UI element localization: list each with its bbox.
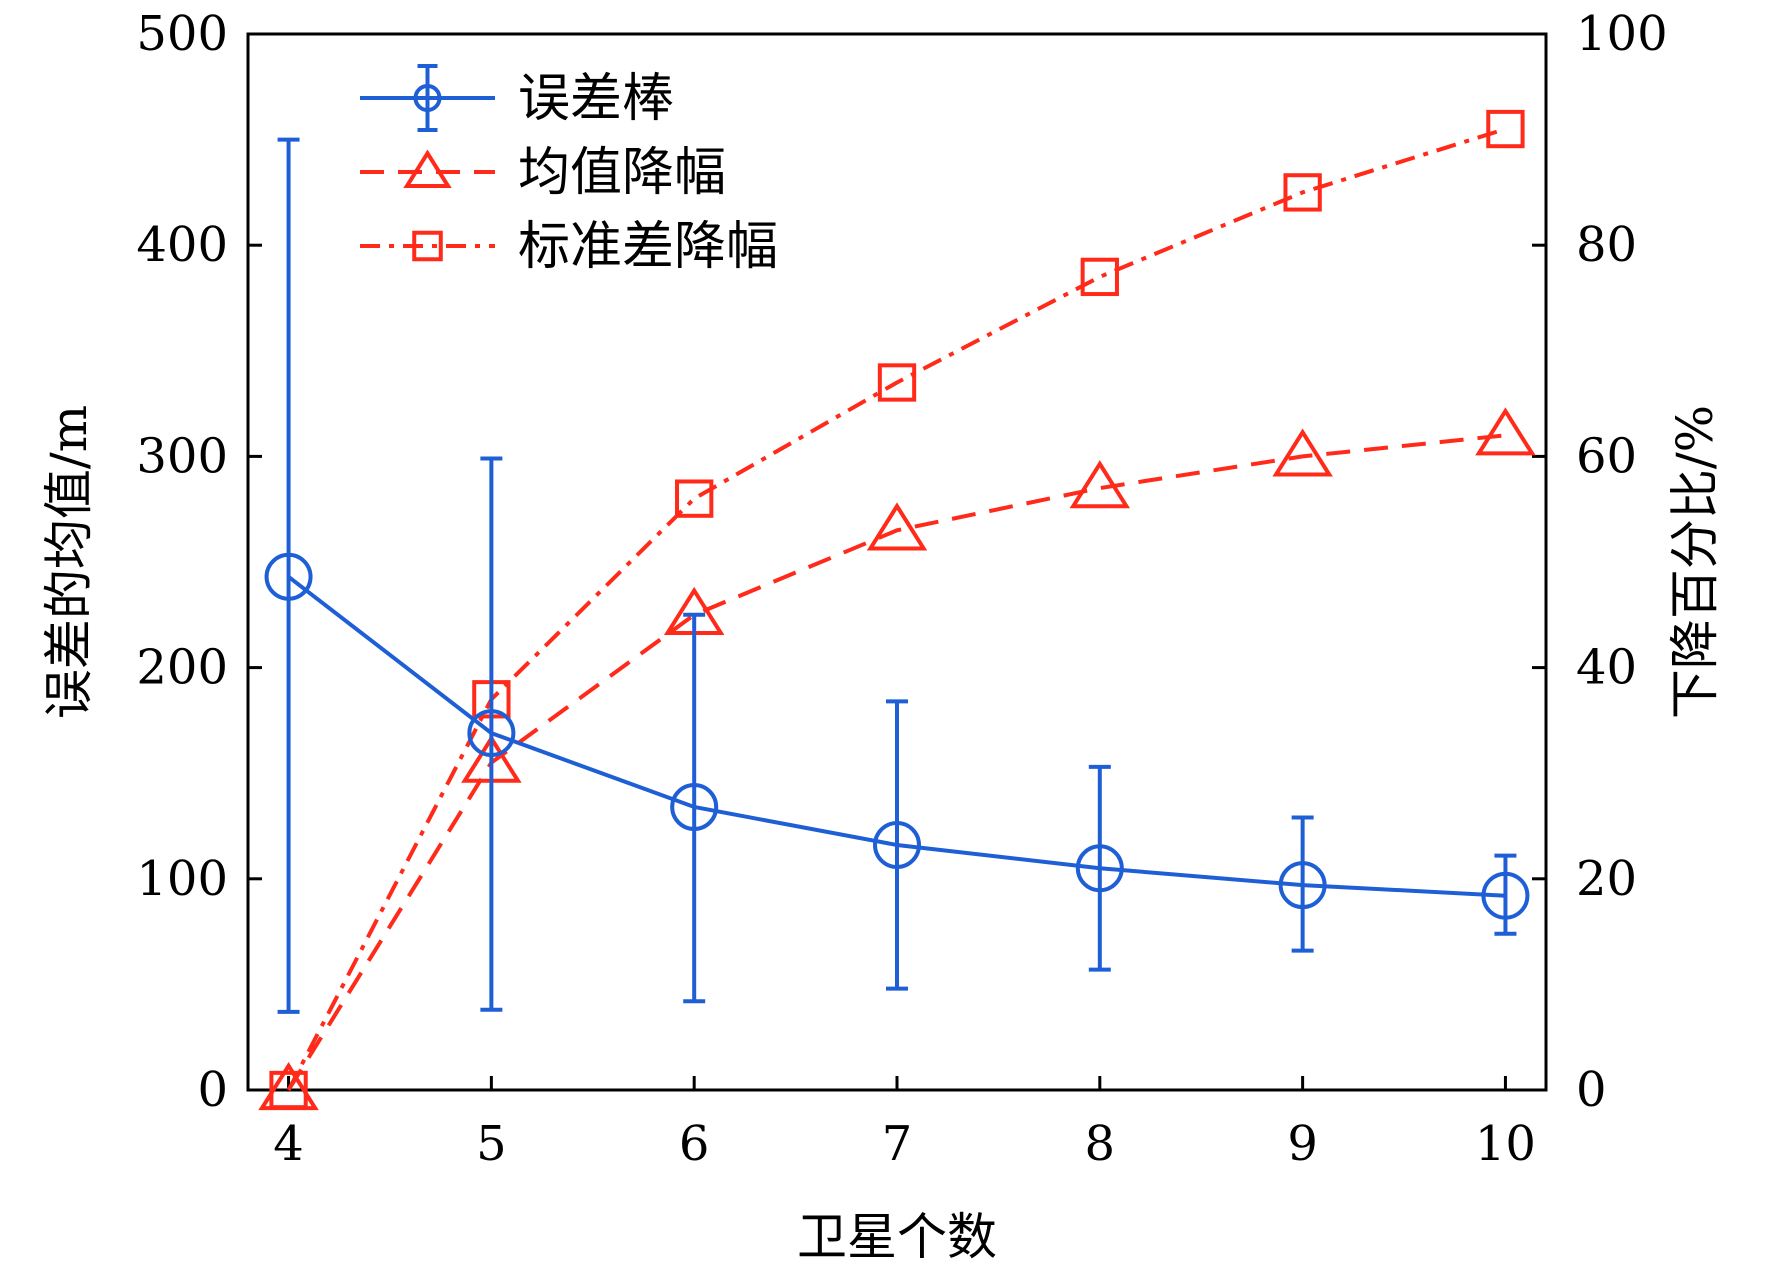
data-point — [1481, 871, 1530, 920]
x-tick-label: 4 — [273, 1116, 304, 1172]
data-point — [877, 363, 917, 402]
legend-marker — [413, 84, 442, 112]
legend-marker — [412, 230, 443, 262]
x-tick-label: 9 — [1287, 1116, 1318, 1172]
data-point — [1075, 844, 1124, 893]
x-tick-label: 10 — [1475, 1116, 1536, 1172]
data-point — [670, 782, 719, 831]
y-axis-left-title: 误差的均值/m — [40, 405, 98, 719]
y-left-tick-label: 200 — [136, 640, 228, 696]
data-point — [1283, 173, 1322, 212]
y-right-tick-label: 60 — [1576, 428, 1637, 484]
legend-label: 误差棒 — [518, 69, 674, 129]
data-point — [675, 479, 714, 518]
y-left-tick-label: 0 — [197, 1062, 228, 1118]
series-layer — [258, 109, 1536, 1111]
data-point — [1080, 257, 1119, 297]
data-point — [1486, 109, 1525, 149]
data-point — [1069, 460, 1131, 509]
data-point — [269, 1070, 308, 1110]
y-right-tick-label: 0 — [1576, 1062, 1607, 1118]
legend-label: 标准差降幅 — [518, 217, 778, 277]
legend-label: 均值降幅 — [518, 143, 726, 203]
y-left-tick-label: 400 — [136, 217, 228, 273]
series-circle — [264, 137, 1530, 1014]
y-left-tick-label: 300 — [136, 428, 228, 484]
y-right-tick-label: 100 — [1576, 6, 1668, 62]
y-axis-right-title: 下降百分比/% — [1666, 405, 1724, 719]
y-right-tick-label: 20 — [1576, 851, 1637, 907]
y-right-tick-label: 40 — [1576, 640, 1637, 696]
data-point — [467, 709, 516, 758]
data-point — [1272, 428, 1333, 477]
data-point — [264, 552, 313, 601]
data-point — [866, 502, 928, 551]
y-right-tick-label: 80 — [1576, 217, 1637, 273]
y-left-tick-label: 100 — [136, 851, 228, 907]
series-line — [287, 575, 1506, 898]
x-axis-title: 卫星个数 — [797, 1208, 997, 1266]
legend-marker — [403, 149, 452, 189]
data-point — [1475, 407, 1536, 456]
x-tick-label: 6 — [679, 1116, 710, 1172]
y-left-tick-label: 500 — [136, 6, 228, 62]
data-point — [873, 821, 921, 870]
x-tick-label: 8 — [1085, 1116, 1116, 1172]
x-tick-label: 5 — [476, 1116, 507, 1172]
x-tick-label: 7 — [882, 1116, 913, 1172]
data-point — [1278, 861, 1327, 910]
